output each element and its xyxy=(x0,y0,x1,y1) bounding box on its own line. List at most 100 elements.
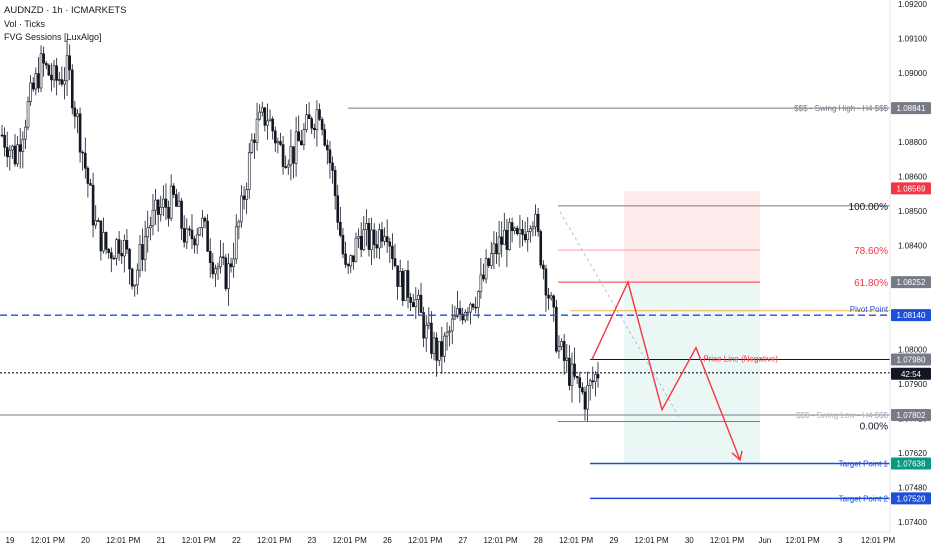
candle xyxy=(305,104,308,133)
price-tag-label: 1.08841 xyxy=(897,104,926,113)
candle-body xyxy=(11,145,14,151)
candle xyxy=(94,205,97,230)
candle xyxy=(294,116,298,177)
candle-body xyxy=(500,236,504,245)
candle xyxy=(242,186,246,210)
candle-body xyxy=(234,226,238,260)
candle xyxy=(284,155,287,169)
candle xyxy=(542,260,545,280)
indicator-volume-label[interactable]: Vol · Ticks xyxy=(4,19,46,29)
time-tick-label: 19 xyxy=(6,536,15,545)
candle xyxy=(102,217,105,254)
chart-annotation: 61.80% xyxy=(854,278,888,289)
candle-body xyxy=(318,109,321,120)
candle xyxy=(39,45,43,93)
candle-body xyxy=(151,209,155,227)
candle-body xyxy=(417,294,420,300)
candle-body xyxy=(315,109,319,131)
price-tick-label: 1.08400 xyxy=(898,242,927,251)
candle xyxy=(263,106,267,132)
candle xyxy=(115,238,118,266)
candle xyxy=(188,225,191,237)
candle-body xyxy=(29,82,32,102)
candlestick-series xyxy=(0,39,600,423)
candle-body xyxy=(13,145,17,165)
candle xyxy=(560,338,563,350)
candle-body xyxy=(492,243,496,254)
candle xyxy=(237,219,241,240)
chart-annotation: Pivot Point xyxy=(850,305,889,314)
price-tick-label: 1.07480 xyxy=(898,483,927,492)
candle xyxy=(443,332,446,363)
candle-body xyxy=(391,245,394,259)
candle-body xyxy=(81,151,84,154)
candle xyxy=(266,103,269,140)
chart-annotation: 100.00% xyxy=(849,202,889,213)
candle xyxy=(117,231,121,261)
candle-body xyxy=(583,391,587,410)
candle-body xyxy=(591,380,595,383)
candle-body xyxy=(487,258,490,266)
candle xyxy=(50,63,53,92)
candle xyxy=(16,136,19,168)
candle xyxy=(435,332,438,377)
candle xyxy=(125,229,129,254)
candle-body xyxy=(594,374,597,382)
candle-body xyxy=(544,268,548,296)
candle-body xyxy=(419,294,423,313)
candle-body xyxy=(339,222,342,236)
candle-body xyxy=(177,200,181,207)
indicator-fvg-label[interactable]: FVG Sessions [LuxAlgo] xyxy=(4,32,102,42)
candle-body xyxy=(440,341,444,357)
candle-body xyxy=(521,229,524,235)
time-tick-label: 12:01 PM xyxy=(559,536,594,545)
candle xyxy=(55,57,58,96)
candle xyxy=(13,134,17,167)
candle-body xyxy=(471,303,475,308)
candle xyxy=(476,290,480,319)
price-tag-label: 1.08140 xyxy=(897,311,926,320)
candle xyxy=(414,287,418,320)
candle-body xyxy=(96,220,100,222)
candle xyxy=(372,223,376,259)
time-tick-label: 22 xyxy=(232,536,241,545)
candle xyxy=(523,221,527,243)
price-tag: 1.07802 xyxy=(891,409,931,422)
chart-annotation: $$$ - Swing High - H4 $$$ xyxy=(794,104,888,113)
candle-body xyxy=(182,228,186,243)
candle-body xyxy=(86,167,90,184)
candle xyxy=(245,182,248,215)
candle xyxy=(497,220,501,267)
candle-body xyxy=(60,79,64,85)
symbol-title: AUDNZD · 1h · ICMARKETS xyxy=(4,5,127,16)
candle-body xyxy=(375,244,379,249)
candle-body xyxy=(552,295,556,308)
candle-body xyxy=(385,236,389,243)
candle-body xyxy=(469,303,472,313)
price-tag-bg xyxy=(891,367,931,380)
candle xyxy=(568,345,571,391)
candle-body xyxy=(346,264,350,267)
candle-body xyxy=(378,229,381,249)
candle xyxy=(73,101,77,129)
candle-body xyxy=(289,146,293,166)
candle-body xyxy=(193,238,196,246)
candle-body xyxy=(94,220,97,226)
candle xyxy=(11,144,14,159)
candle-body xyxy=(250,139,254,153)
chart-annotation: Price Line (Negative) xyxy=(703,355,778,364)
candle xyxy=(482,263,485,282)
projection-path xyxy=(591,280,741,461)
time-tick-label: 23 xyxy=(307,536,316,545)
candle-body xyxy=(489,253,493,266)
candle xyxy=(333,166,337,210)
candle xyxy=(182,215,186,248)
candle xyxy=(172,183,176,199)
candle-body xyxy=(476,291,480,308)
candle xyxy=(393,243,397,268)
candle xyxy=(552,294,556,322)
candle-body xyxy=(52,65,56,81)
candle xyxy=(570,352,574,403)
candle xyxy=(5,131,9,168)
